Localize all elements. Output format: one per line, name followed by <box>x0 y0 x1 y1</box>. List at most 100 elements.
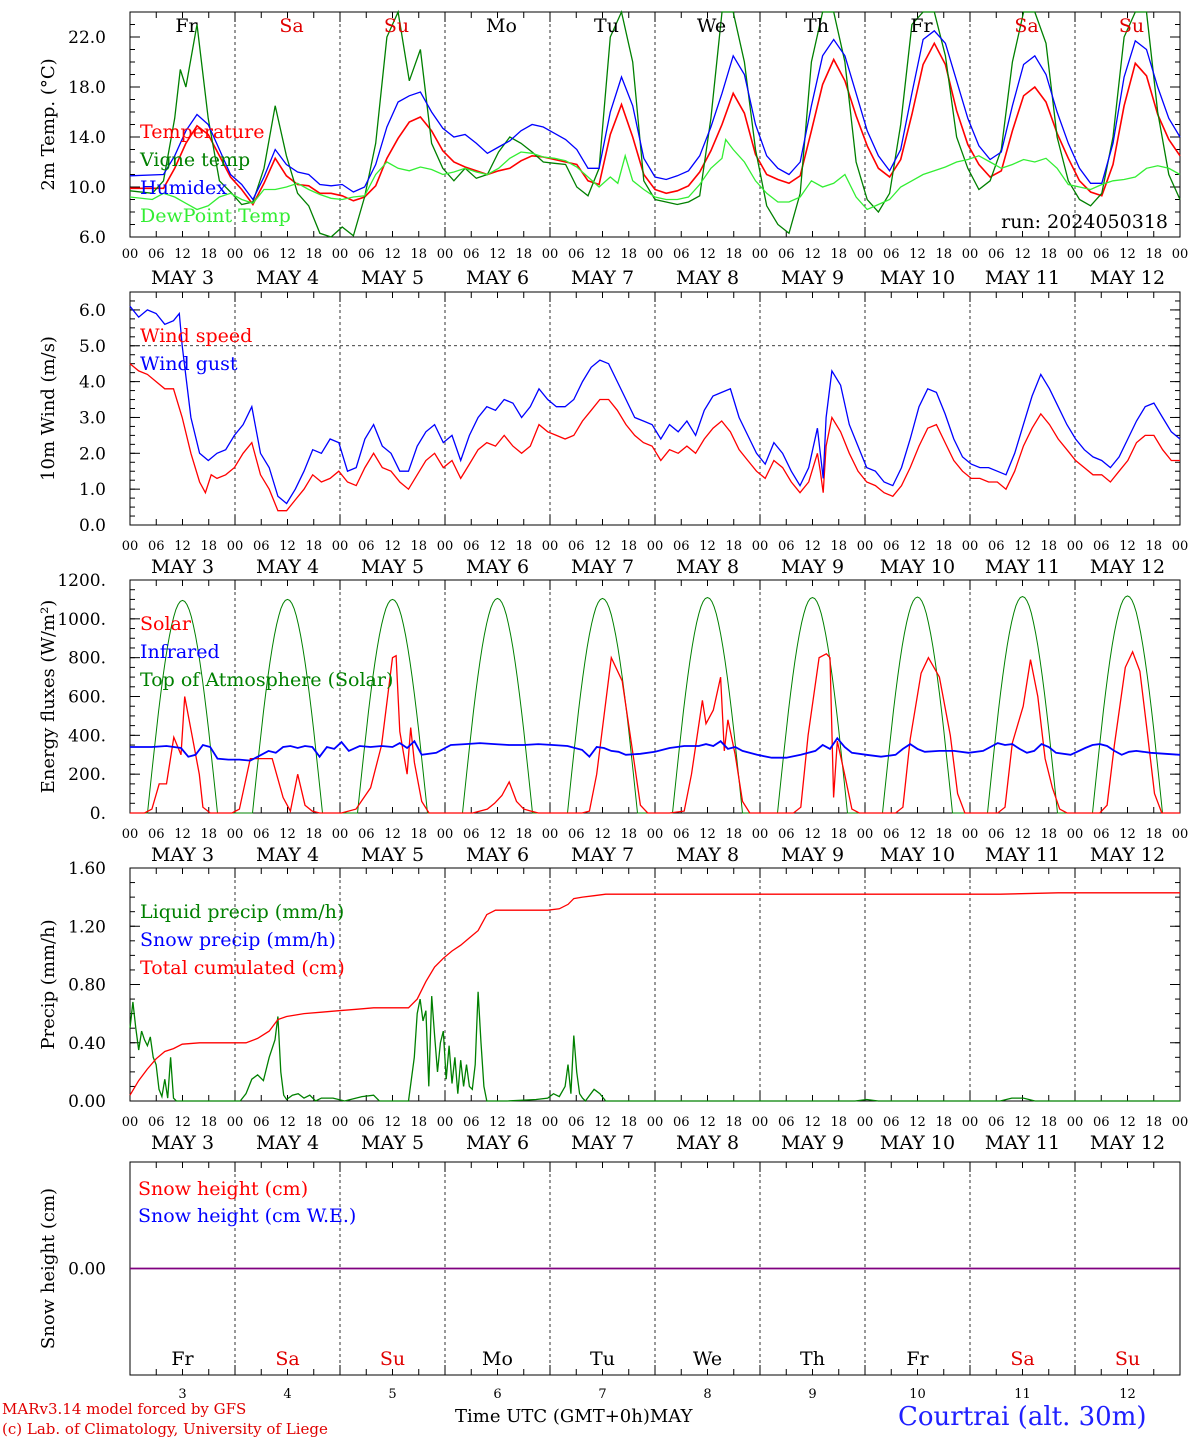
hour-tick-label: 12 <box>174 1115 191 1130</box>
day-name-label: Fr <box>910 15 933 37</box>
y-tick-label: 4.0 <box>79 373 106 393</box>
day-name-label: Th <box>800 1348 825 1370</box>
hour-tick-label: 06 <box>358 1115 375 1130</box>
y-tick-label: 800. <box>68 649 106 669</box>
hour-tick-label: 12 <box>699 247 716 262</box>
legend-entry: Infrared <box>140 641 220 663</box>
hour-tick-label: 00 <box>542 827 559 842</box>
day-number-label: 7 <box>598 1387 606 1402</box>
hour-tick-label: 00 <box>1172 827 1189 842</box>
hour-tick-label: 18 <box>620 827 637 842</box>
day-number-label: 4 <box>283 1387 291 1402</box>
day-number-label: 6 <box>493 1387 501 1402</box>
hour-tick-label: 00 <box>227 247 244 262</box>
hour-tick-label: 18 <box>725 827 742 842</box>
hour-tick-label: 12 <box>279 539 296 554</box>
date-label: MAY 7 <box>571 267 634 289</box>
hour-tick-label: 12 <box>1014 539 1031 554</box>
hour-tick-label: 00 <box>122 1115 139 1130</box>
hour-tick-label: 18 <box>725 247 742 262</box>
hour-tick-label: 06 <box>148 247 165 262</box>
chart-panel-5: 0.00 Snow height (cm) Snow height (cm) Snow… <box>38 1161 1181 1402</box>
hour-tick-label: 06 <box>1093 247 1110 262</box>
series-line-4-3 <box>129 892 1180 1096</box>
date-label: MAY 7 <box>571 556 634 578</box>
hour-tick-label: 18 <box>305 1115 322 1130</box>
y-tick-label: 200. <box>68 765 106 785</box>
hour-tick-label: 06 <box>253 539 270 554</box>
day-name-label: Su <box>1115 1348 1140 1370</box>
hour-tick-label: 00 <box>332 827 349 842</box>
hour-tick-label: 06 <box>148 827 165 842</box>
day-name-label: Mo <box>486 15 517 37</box>
series-line-3-2 <box>130 736 1181 762</box>
hour-tick-label: 18 <box>410 539 427 554</box>
day-number-label: 10 <box>909 1387 926 1402</box>
date-label: MAY 6 <box>466 267 529 289</box>
legend-entry: Temperature <box>140 121 264 143</box>
run-label: run: 2024050318 <box>1001 211 1168 233</box>
day-name-label: Fr <box>906 1348 929 1370</box>
hour-tick-label: 00 <box>227 539 244 554</box>
y-axis-label: Snow height (cm) <box>38 1188 59 1349</box>
hour-tick-label: 06 <box>988 247 1005 262</box>
hour-tick-label: 06 <box>673 539 690 554</box>
hour-tick-label: 12 <box>279 1115 296 1130</box>
date-label: MAY 5 <box>361 1132 424 1154</box>
series-line-4-1 <box>129 991 1180 1102</box>
date-label: MAY 4 <box>256 1132 319 1154</box>
hour-tick-label: 18 <box>410 247 427 262</box>
hour-tick-label: 12 <box>909 827 926 842</box>
hour-tick-label: 18 <box>305 539 322 554</box>
date-label: MAY 6 <box>466 556 529 578</box>
hour-tick-label: 12 <box>699 539 716 554</box>
hour-tick-label: 06 <box>778 247 795 262</box>
series-line-1-2 <box>129 9 1181 238</box>
hour-tick-label: 06 <box>778 827 795 842</box>
y-tick-label: 0.00 <box>68 1092 106 1112</box>
hour-tick-label: 00 <box>857 827 874 842</box>
legend-entry: Snow height (cm W.E.) <box>138 1205 356 1227</box>
date-label: MAY 6 <box>466 1132 529 1154</box>
y-tick-label: 18.0 <box>68 78 106 98</box>
hour-tick-label: 06 <box>883 247 900 262</box>
hour-tick-label: 18 <box>620 539 637 554</box>
date-label: MAY 7 <box>571 844 634 866</box>
series-line-2-1 <box>129 363 1180 512</box>
hour-tick-label: 06 <box>148 539 165 554</box>
hour-tick-label: 06 <box>988 539 1005 554</box>
date-label: MAY 12 <box>1090 267 1165 289</box>
hour-tick-label: 06 <box>673 827 690 842</box>
hour-tick-label: 00 <box>752 827 769 842</box>
hour-tick-label: 00 <box>542 247 559 262</box>
hour-tick-label: 00 <box>1067 539 1084 554</box>
hour-tick-label: 06 <box>883 1115 900 1130</box>
date-label: MAY 9 <box>781 556 844 578</box>
legend-entry: DewPoint Temp <box>140 205 291 227</box>
hour-tick-label: 00 <box>332 539 349 554</box>
date-label: MAY 12 <box>1090 844 1165 866</box>
hour-tick-label: 06 <box>883 827 900 842</box>
day-number-label: 3 <box>178 1387 186 1402</box>
date-label: MAY 10 <box>880 556 955 578</box>
hour-tick-label: 18 <box>515 1115 532 1130</box>
hour-tick-label: 12 <box>1014 247 1031 262</box>
hour-tick-label: 00 <box>122 827 139 842</box>
date-label: MAY 7 <box>571 1132 634 1154</box>
hour-tick-label: 18 <box>830 539 847 554</box>
hour-tick-label: 18 <box>1145 247 1162 262</box>
hour-tick-label: 00 <box>647 247 664 262</box>
hour-tick-label: 06 <box>568 539 585 554</box>
station-name: Courtrai (alt. 30m) <box>898 1402 1147 1432</box>
hour-tick-label: 18 <box>1040 827 1057 842</box>
hour-tick-label: 12 <box>804 827 821 842</box>
hour-tick-label: 06 <box>358 247 375 262</box>
series-line-1-4 <box>129 137 1181 211</box>
date-label: MAY 8 <box>676 844 739 866</box>
hour-tick-label: 18 <box>410 1115 427 1130</box>
hour-tick-label: 06 <box>778 539 795 554</box>
hour-tick-label: 12 <box>384 827 401 842</box>
y-tick-label: 14.0 <box>68 128 106 148</box>
hour-tick-label: 18 <box>830 1115 847 1130</box>
date-label: MAY 4 <box>256 556 319 578</box>
